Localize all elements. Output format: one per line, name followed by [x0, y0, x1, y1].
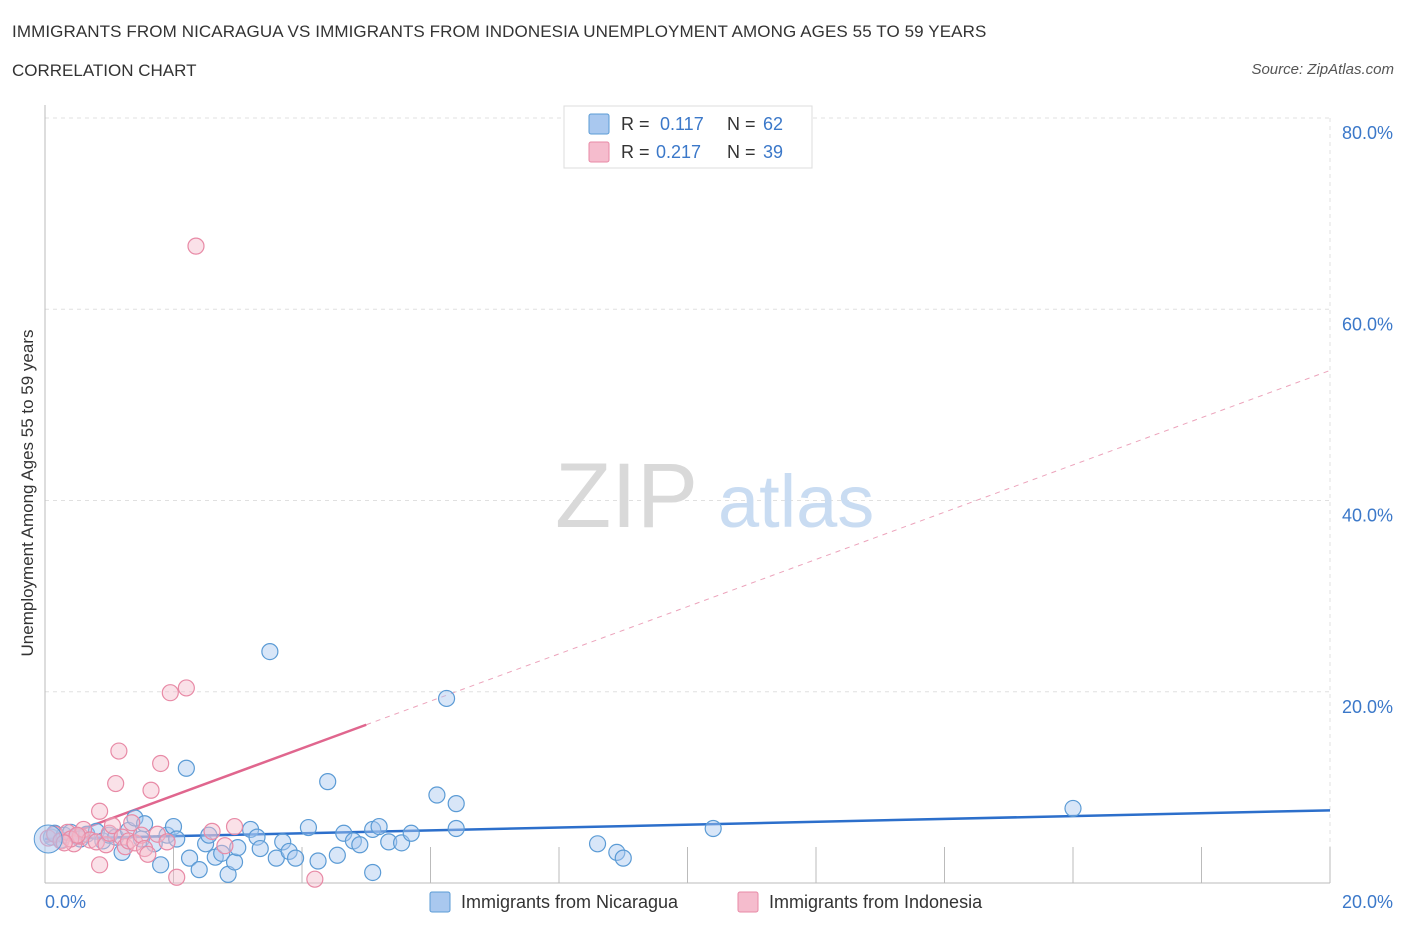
source-label: Source: ZipAtlas.com	[1251, 61, 1394, 78]
x-tick-label: 0.0%	[45, 892, 86, 912]
y-tick-label: 80.0%	[1342, 123, 1393, 143]
point-nicaragua	[447, 795, 465, 813]
series-legend: Immigrants from Nicaragua Immigrants fro…	[429, 891, 983, 913]
point-nicaragua	[437, 689, 456, 708]
legend-n-value: 39	[763, 142, 783, 162]
stats-legend: R = 0.117 N = 62 R = 0.217 N = 39	[563, 105, 813, 169]
y-tick-label: 40.0%	[1342, 506, 1393, 526]
legend-n-value: 62	[763, 114, 783, 134]
point-nicaragua	[588, 835, 607, 853]
point-indonesia	[81, 831, 99, 849]
point-indonesia	[74, 820, 93, 839]
point-indonesia	[216, 837, 234, 855]
trend-line-indonesia-projection	[366, 369, 1331, 726]
legend-r-value: 0.217	[656, 142, 701, 162]
point-indonesia	[139, 845, 157, 863]
series-legend-swatch-nicaragua	[429, 891, 451, 913]
legend-n-label: N =	[727, 114, 756, 134]
chart-title: IMMIGRANTS FROM NICARAGUA VS IMMIGRANTS …	[12, 22, 987, 41]
point-nicaragua	[190, 861, 208, 879]
point-indonesia	[306, 870, 324, 888]
point-indonesia	[107, 774, 125, 793]
point-nicaragua	[299, 818, 318, 837]
watermark-zip: ZIP	[555, 445, 698, 547]
point-nicaragua	[428, 786, 446, 804]
point-nicaragua	[704, 819, 722, 838]
legend-swatch-pink	[588, 141, 610, 163]
axes	[44, 105, 1331, 884]
point-nicaragua	[328, 846, 346, 864]
point-nicaragua	[274, 833, 292, 851]
point-nicaragua	[309, 852, 327, 870]
point-nicaragua	[229, 839, 247, 857]
point-indonesia	[187, 237, 205, 255]
point-nicaragua	[286, 849, 305, 867]
point-indonesia	[203, 822, 221, 840]
trend-line-nicaragua	[44, 809, 1331, 841]
point-nicaragua	[319, 773, 337, 791]
point-indonesia	[68, 826, 86, 844]
point-nicaragua	[402, 824, 420, 842]
point-nicaragua	[280, 842, 298, 861]
point-indonesia	[91, 856, 109, 874]
point-indonesia	[158, 833, 176, 851]
point-nicaragua	[152, 856, 170, 874]
point-indonesia	[142, 781, 160, 799]
scatter-points	[33, 237, 1082, 888]
point-indonesia	[103, 817, 122, 835]
point-indonesia	[177, 679, 195, 697]
point-nicaragua	[225, 853, 244, 871]
point-indonesia	[87, 833, 106, 851]
point-nicaragua	[180, 849, 199, 867]
point-nicaragua	[370, 817, 388, 836]
y-axis-label: Unemployment Among Ages 55 to 59 years	[18, 330, 37, 657]
x-tick-label: 20.0%	[1342, 892, 1393, 912]
point-nicaragua	[33, 824, 63, 854]
tick-labels: 20.0% 40.0% 60.0% 80.0% 0.0% 20.0%	[45, 123, 1393, 912]
point-nicaragua	[351, 836, 369, 854]
point-indonesia	[161, 684, 179, 702]
point-nicaragua	[261, 642, 279, 661]
point-indonesia	[152, 754, 170, 773]
trend-lines	[44, 369, 1331, 845]
legend-n-label: N =	[727, 142, 756, 162]
legend-swatch-blue	[588, 113, 610, 135]
point-nicaragua	[364, 863, 382, 882]
point-nicaragua	[126, 809, 144, 827]
point-nicaragua	[608, 843, 626, 862]
point-nicaragua	[447, 819, 465, 838]
watermark-atlas: atlas	[718, 460, 874, 543]
point-indonesia	[225, 817, 244, 836]
legend-r-label: R =	[621, 142, 650, 162]
point-indonesia	[110, 742, 128, 760]
y-tick-label: 60.0%	[1342, 314, 1393, 334]
point-indonesia	[168, 868, 186, 886]
legend-r-label: R =	[621, 114, 650, 134]
point-nicaragua	[1064, 799, 1082, 818]
chart-subtitle: CORRELATION CHART	[12, 61, 197, 80]
series-legend-swatch-indonesia	[737, 891, 759, 913]
point-nicaragua	[251, 839, 269, 858]
point-nicaragua	[380, 833, 398, 851]
series-legend-label-indonesia: Immigrants from Indonesia	[769, 892, 983, 912]
point-nicaragua	[168, 830, 186, 848]
point-nicaragua	[145, 835, 163, 853]
point-nicaragua	[614, 849, 632, 867]
point-indonesia	[123, 814, 141, 832]
legend-r-value: 0.117	[660, 114, 704, 134]
series-legend-label-nicaragua: Immigrants from Nicaragua	[461, 892, 679, 912]
point-indonesia	[91, 802, 109, 820]
y-tick-label: 20.0%	[1342, 697, 1393, 717]
point-nicaragua	[177, 759, 195, 777]
